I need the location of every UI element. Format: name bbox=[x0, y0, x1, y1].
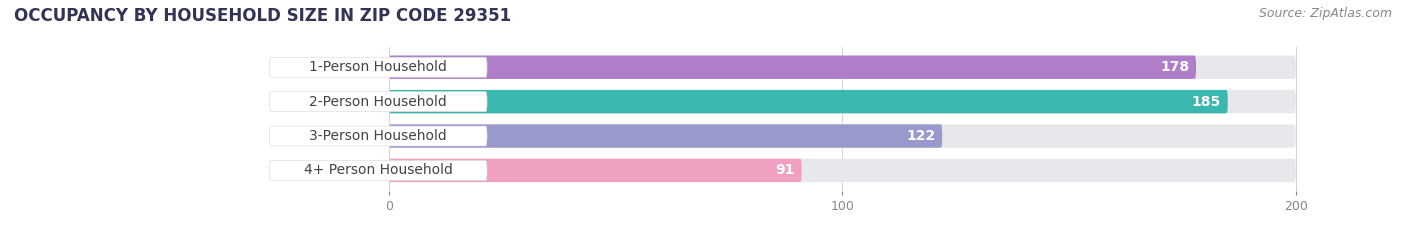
FancyBboxPatch shape bbox=[389, 159, 801, 182]
FancyBboxPatch shape bbox=[270, 126, 486, 146]
FancyBboxPatch shape bbox=[270, 57, 486, 77]
Text: OCCUPANCY BY HOUSEHOLD SIZE IN ZIP CODE 29351: OCCUPANCY BY HOUSEHOLD SIZE IN ZIP CODE … bbox=[14, 7, 512, 25]
Text: 91: 91 bbox=[776, 163, 794, 177]
FancyBboxPatch shape bbox=[270, 92, 486, 112]
FancyBboxPatch shape bbox=[389, 159, 1296, 182]
Text: 4+ Person Household: 4+ Person Household bbox=[304, 163, 453, 177]
FancyBboxPatch shape bbox=[389, 55, 1197, 79]
FancyBboxPatch shape bbox=[389, 124, 942, 148]
Text: 122: 122 bbox=[905, 129, 935, 143]
Text: 178: 178 bbox=[1160, 60, 1189, 74]
Text: 2-Person Household: 2-Person Household bbox=[309, 95, 447, 109]
FancyBboxPatch shape bbox=[389, 55, 1296, 79]
Text: Source: ZipAtlas.com: Source: ZipAtlas.com bbox=[1258, 7, 1392, 20]
FancyBboxPatch shape bbox=[389, 90, 1227, 113]
Text: 185: 185 bbox=[1192, 95, 1220, 109]
Text: 1-Person Household: 1-Person Household bbox=[309, 60, 447, 74]
FancyBboxPatch shape bbox=[270, 161, 486, 180]
Text: 3-Person Household: 3-Person Household bbox=[309, 129, 447, 143]
FancyBboxPatch shape bbox=[389, 90, 1296, 113]
FancyBboxPatch shape bbox=[389, 124, 1296, 148]
